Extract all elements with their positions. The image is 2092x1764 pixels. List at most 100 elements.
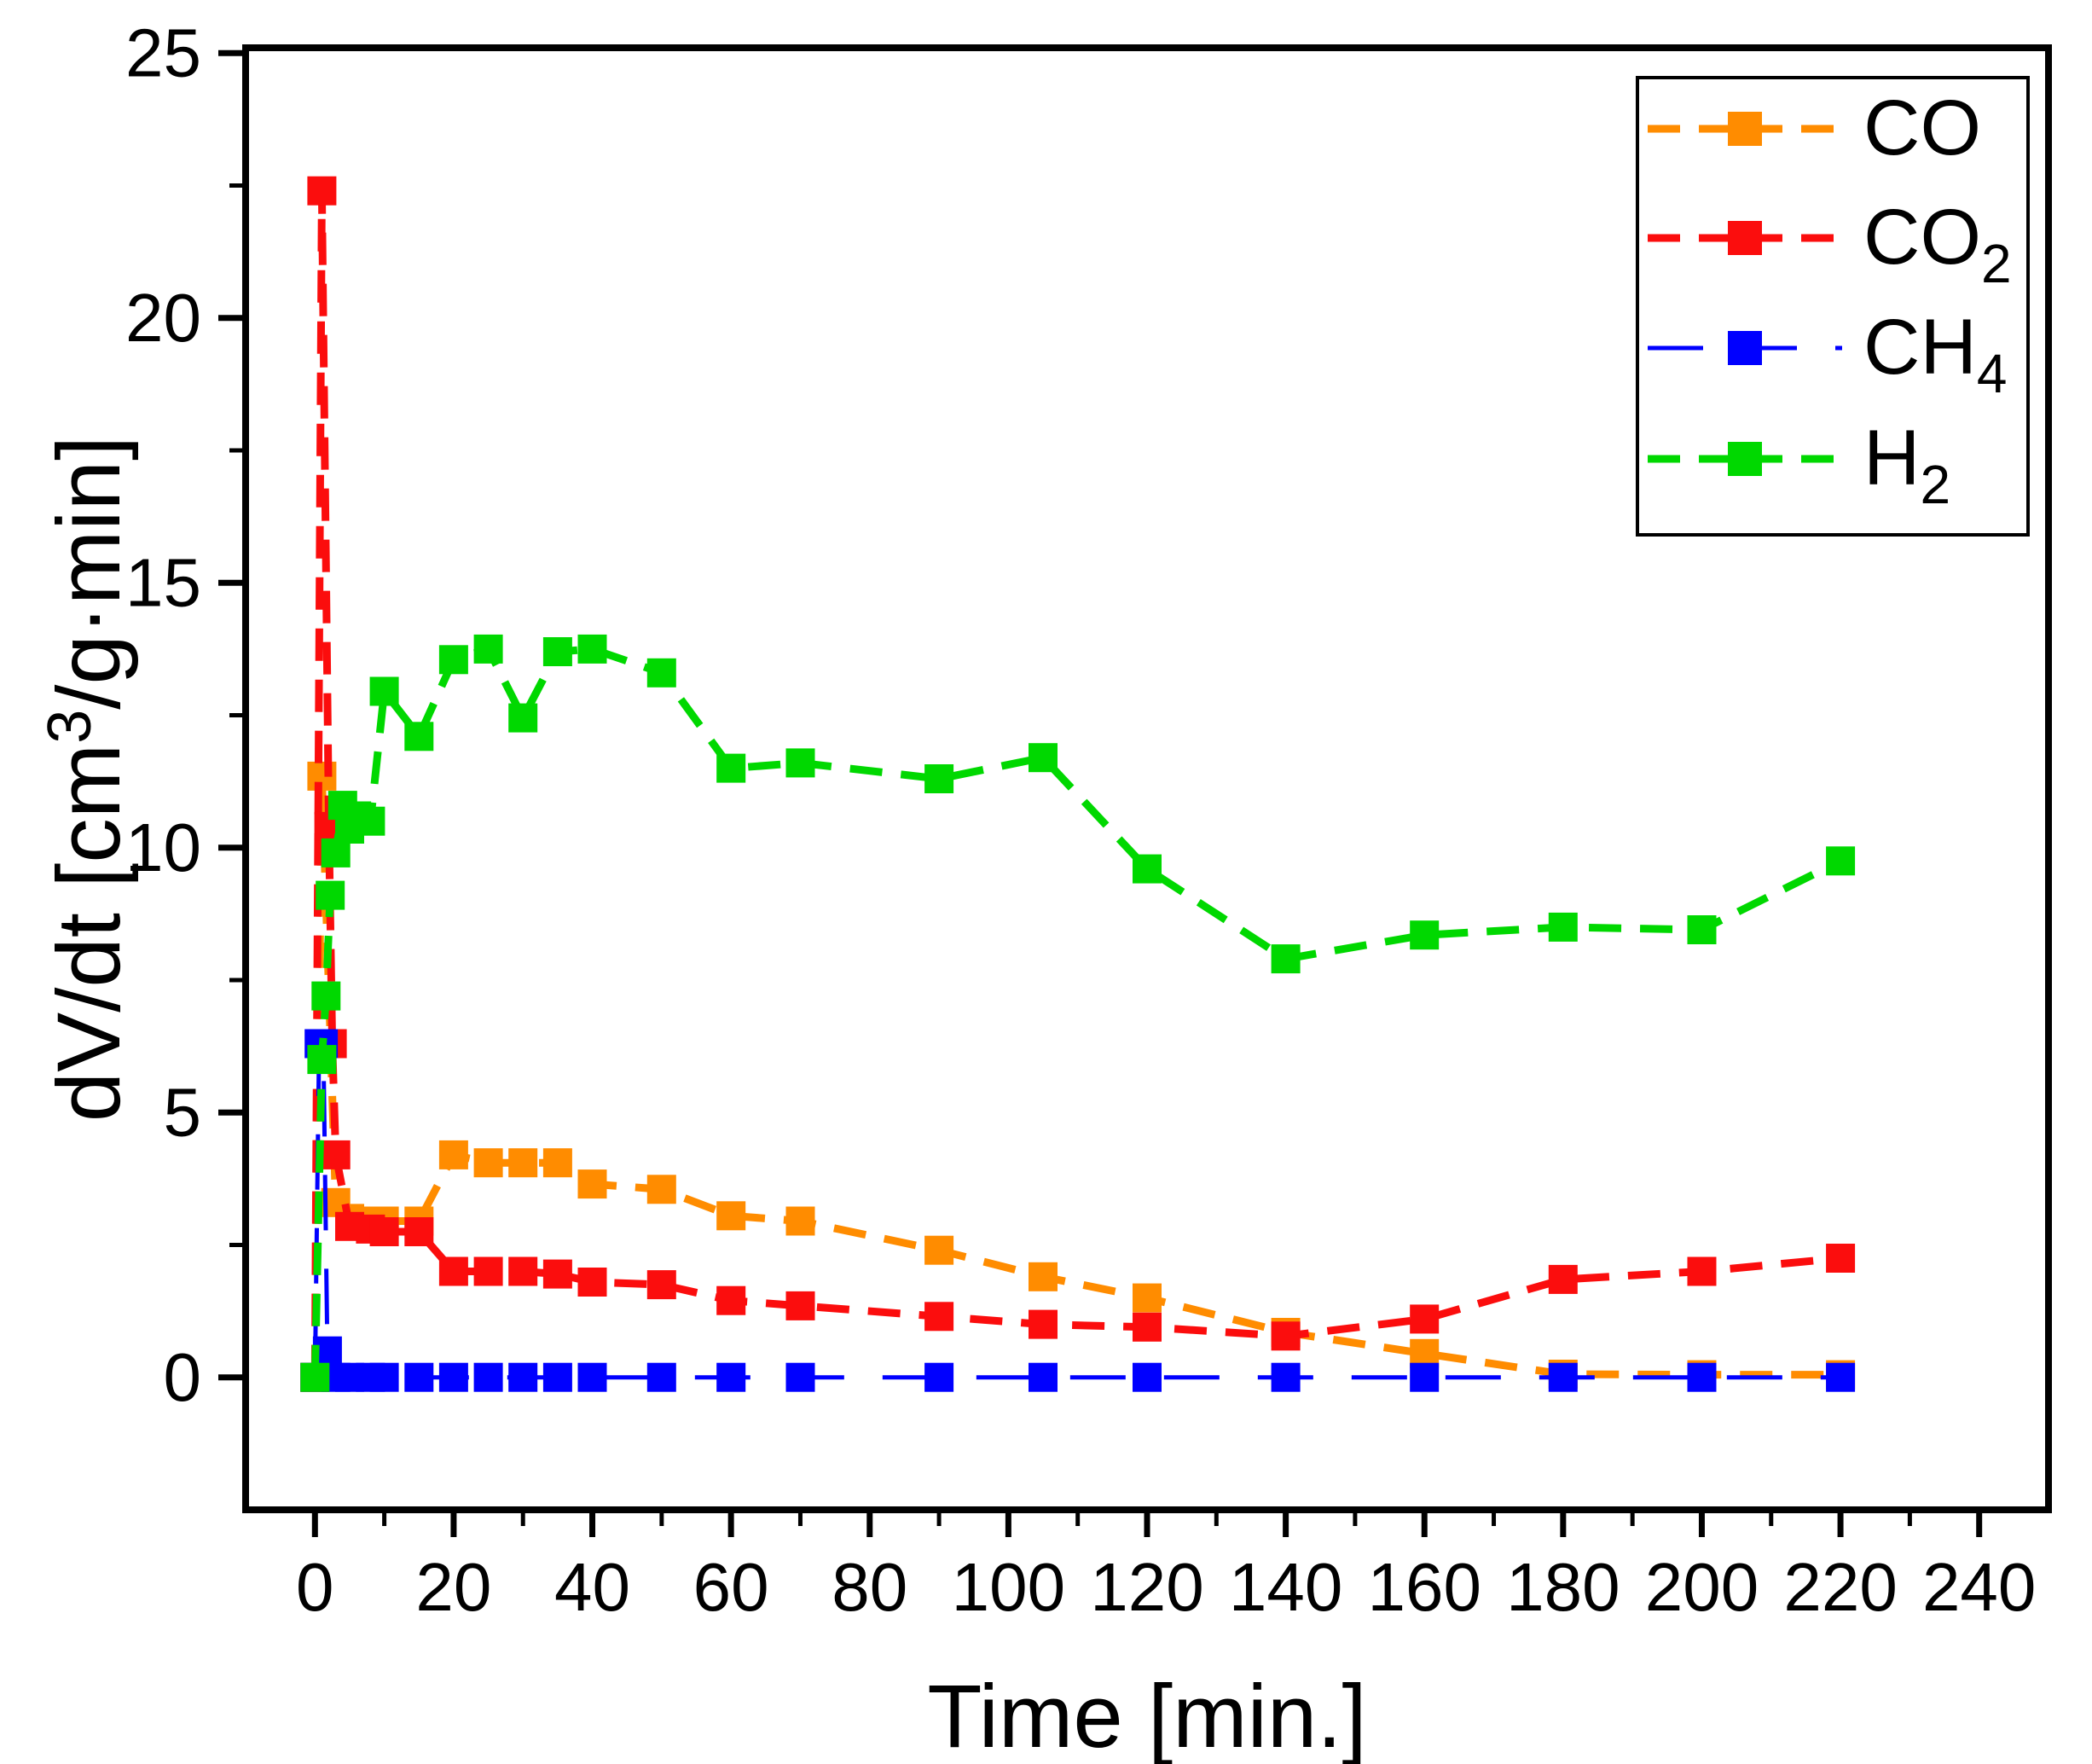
legend-label-H2: H2 [1863,415,1950,515]
data-point-CH4 [924,1362,954,1392]
data-point-H2 [1029,743,1058,773]
data-point-CO [646,1175,676,1204]
data-point-CO2 [1548,1264,1578,1294]
x-tick-label: 40 [554,1549,630,1625]
x-tick-label: 20 [415,1549,491,1625]
data-point-H2 [924,764,954,793]
series-line-CO2 [310,190,1841,1378]
data-point-CO [438,1140,468,1169]
data-point-CO2 [438,1256,468,1286]
data-point-CO2 [404,1217,434,1246]
data-point-CO2 [473,1256,503,1286]
legend-marker-H2 [1728,442,1762,476]
legend-label-CO: CO [1863,84,1981,171]
legend-item-H2: H2 [1648,415,1950,515]
data-point-H2 [646,658,676,688]
data-point-CO2 [1133,1312,1162,1342]
series-CO [300,761,1856,1392]
legend-marker-CO [1728,112,1762,146]
data-point-H2 [473,634,503,664]
data-point-H2 [404,722,434,751]
data-point-H2 [577,634,607,664]
data-point-CO2 [321,1140,351,1169]
data-point-H2 [369,676,399,706]
data-point-CH4 [1826,1362,1856,1392]
data-point-CH4 [785,1362,815,1392]
data-point-CO [716,1201,746,1231]
y-tick-label: 15 [125,545,201,621]
y-tick-label: 20 [125,280,201,356]
data-point-CH4 [508,1362,538,1392]
data-point-CO2 [1029,1309,1058,1339]
data-point-H2 [438,645,468,675]
data-point-H2 [300,1362,330,1392]
data-point-CO [577,1169,607,1199]
data-point-H2 [1271,944,1301,974]
data-point-H2 [508,703,538,733]
legend-item-CO: CO [1648,84,1981,171]
data-point-CO2 [542,1259,572,1289]
legend-item-CH4: CH4 [1648,304,2007,404]
data-point-CO [1029,1262,1058,1291]
x-tick-label: 0 [296,1549,334,1625]
data-point-H2 [307,1045,337,1075]
data-point-CO [542,1148,572,1178]
series-CH4 [300,1029,1856,1392]
data-point-CO2 [1687,1256,1717,1286]
data-point-CO2 [307,176,337,206]
data-point-CH4 [1271,1362,1301,1392]
y-tick-label: 10 [125,809,201,885]
data-point-CH4 [438,1362,468,1392]
data-point-CO2 [508,1256,538,1286]
data-point-CO2 [785,1291,815,1320]
data-point-CH4 [369,1362,399,1392]
data-point-CH4 [1410,1362,1440,1392]
y-tick-label: 0 [164,1339,202,1415]
x-tick-label: 140 [1229,1549,1342,1625]
data-point-CO [473,1148,503,1178]
data-point-CH4 [646,1362,676,1392]
x-tick-label: 240 [1922,1549,2036,1625]
data-point-CH4 [716,1362,746,1392]
data-point-CH4 [473,1362,503,1392]
data-point-H2 [356,806,385,836]
data-point-CO2 [369,1217,399,1246]
data-point-CO [924,1235,954,1265]
data-point-CO2 [716,1285,746,1315]
x-tick-label: 180 [1506,1549,1620,1625]
x-tick-label: 200 [1645,1549,1759,1625]
x-tick-label: 220 [1783,1549,1897,1625]
series-CO2 [300,176,1856,1392]
data-point-H2 [1410,920,1440,950]
x-tick-label: 100 [952,1549,1065,1625]
legend-marker-CO2 [1728,221,1762,255]
data-point-CH4 [1548,1362,1578,1392]
data-point-H2 [785,748,815,778]
data-point-H2 [716,753,746,783]
legend-label-CO2: CO2 [1863,194,2012,294]
x-tick-label: 80 [832,1549,907,1625]
data-point-CO [508,1148,538,1178]
data-point-H2 [316,880,345,910]
data-point-CO [785,1206,815,1236]
data-point-CO [1133,1283,1162,1313]
data-point-H2 [1133,854,1162,884]
data-point-CH4 [577,1362,607,1392]
data-point-H2 [1548,912,1578,942]
x-axis-title: Time [min.] [927,1667,1366,1764]
data-point-CO2 [924,1302,954,1332]
x-tick-label: 60 [693,1549,769,1625]
data-point-H2 [542,637,572,666]
data-point-CO2 [646,1270,676,1300]
data-point-H2 [1687,915,1717,944]
y-axis-title: dV/dt [cm3/g·min] [36,436,139,1122]
y-tick-label: 25 [125,15,201,91]
data-point-H2 [1826,846,1856,876]
x-tick-label: 160 [1367,1549,1481,1625]
series-H2 [300,634,1856,1392]
data-point-CO2 [1410,1304,1440,1334]
data-point-H2 [311,981,341,1011]
